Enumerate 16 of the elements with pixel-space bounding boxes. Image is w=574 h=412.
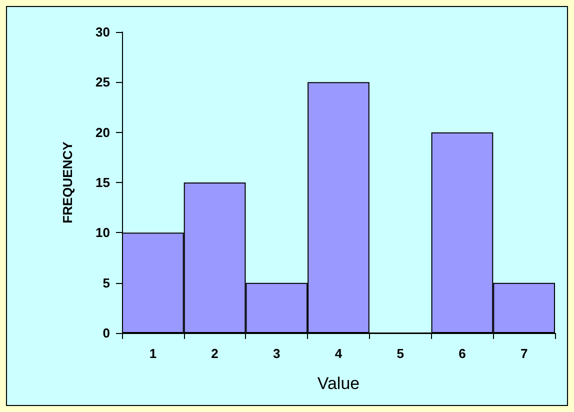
y-tick-label: 25 [96, 74, 110, 90]
y-tick-label: 15 [96, 175, 110, 190]
x-tick-label: 7 [520, 346, 528, 361]
y-tick-label: 30 [96, 24, 110, 40]
x-tick-label: 5 [396, 346, 404, 361]
y-tick-label: 5 [102, 275, 110, 290]
x-tick-label: 4 [334, 346, 343, 361]
y-tick-label: 0 [102, 326, 110, 340]
x-tick-label: 1 [149, 346, 157, 361]
y-tick-label: 20 [96, 124, 110, 140]
y-tick-label: 10 [96, 225, 110, 240]
x-axis-title: Value [317, 374, 360, 393]
x-tick-label: 2 [211, 346, 218, 361]
x-tick-label: 3 [273, 346, 280, 361]
x-tick-label: 6 [458, 346, 466, 361]
y-axis-title: FREQUENCY [60, 141, 75, 224]
